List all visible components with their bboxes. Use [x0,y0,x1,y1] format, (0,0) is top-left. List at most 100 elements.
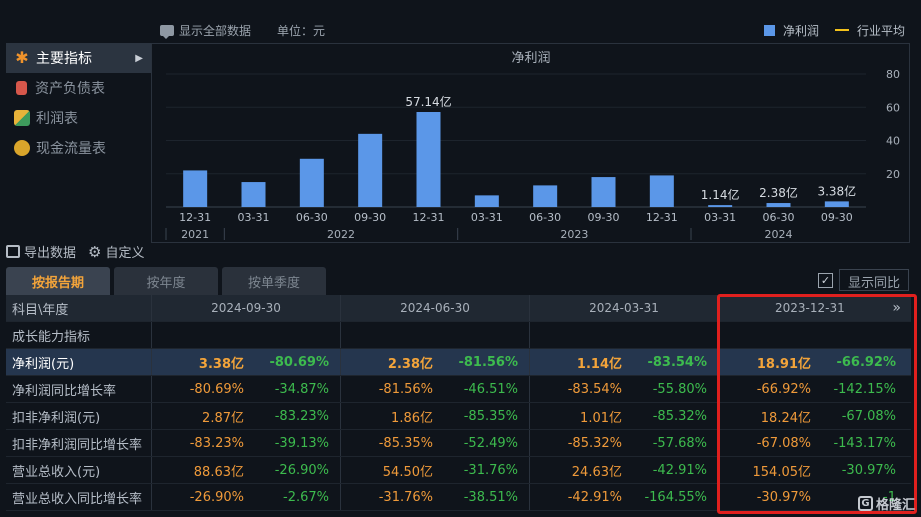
section-label: 成长能力指标 [12,329,91,345]
header-label: 科目\年度 [12,302,69,318]
chart-bar [299,158,324,207]
cube-icon [14,110,30,126]
show-all-data-button[interactable]: 显示全部数据 [160,22,251,39]
tab-by-quarter[interactable]: 按单季度 [222,267,326,295]
row-label: 扣非净利润(元) [12,410,101,426]
header-period: 2024-06-30 [340,295,529,321]
value-cell: -80.69% -34.87% [151,376,340,402]
cell-yoy: -143.17% [833,435,896,451]
x-tick-label: 09-30 [821,211,853,224]
document-icon [16,81,27,95]
value-cell: -42.91% -164.55% [529,484,718,510]
chart-bar [591,177,616,207]
chart-bar [358,133,383,207]
cell-value: 88.63亿 [193,464,244,480]
section-row: 成长能力指标 [6,322,911,349]
x-tick-label: 09-30 [588,211,620,224]
table-row[interactable]: 净利润同比增长率 -80.69% -34.87% -81.56% -46.51% -83.… [6,376,911,403]
cell-yoy: -31.76% [463,462,518,478]
compare-button[interactable]: 显示同比 [838,269,909,291]
chart-bar [708,205,733,207]
empty-cell [151,322,340,348]
comment-icon [160,24,174,39]
cell-yoy: -67.08% [841,408,896,424]
data-label: 3.38亿 [817,183,856,198]
value-cell: -31.76% -38.51% [340,484,529,510]
nav-item-cash-flow[interactable]: 现金流量表 [6,133,151,163]
cell-value: 3.38亿 [198,356,244,372]
tab-by-year[interactable]: 按年度 [114,267,218,295]
data-tools: 导出数据 ⚙ 自定义 [6,242,144,261]
cell-value: -31.76% [378,489,433,505]
nav-item-balance-sheet[interactable]: 资产负债表 [6,73,151,103]
header-period: 2023-12-31 [775,301,845,315]
avg-swatch [834,29,849,31]
cell-yoy: -57.68% [652,435,707,451]
table-row[interactable]: 营业总收入(元) 88.63亿 -26.90% 54.50亿 -31.76% 24.63亿… [6,457,911,484]
value-cell: 88.63亿 -26.90% [151,457,340,483]
x-tick-label: 06-30 [529,211,561,224]
cell-yoy: -26.90% [274,462,329,478]
cell-yoy: -164.55% [644,489,707,505]
year-label: 2022 [327,228,355,241]
cell-value: 2.38亿 [387,356,433,372]
cell-value: -30.97% [756,489,811,505]
cell-value: -42.91% [567,489,622,505]
compare-checkbox[interactable]: ✓ [817,272,833,288]
customize-button[interactable]: ⚙ 自定义 [88,242,144,262]
table-row[interactable]: 扣非净利润(元) 2.87亿 -83.23% 1.86亿 -85.35% 1.01亿 -85… [6,403,911,430]
empty-cell [529,322,718,348]
chart-bar [416,112,441,207]
cell-yoy: -142.15% [833,381,896,397]
value-cell: 18.24亿 -67.08% [718,403,907,429]
data-label: 1.14亿 [701,187,740,202]
cell-yoy: -1 [883,489,896,505]
chart-title: 净利润 [511,51,550,66]
x-tick-label: 12-31 [646,211,678,224]
legend-avg[interactable]: 行业平均 [856,23,905,38]
x-tick-label: 12-31 [179,211,211,224]
nav-item-income-statement[interactable]: 利润表 [6,103,151,133]
cell-yoy: -30.97% [841,462,896,478]
y-tick-label: 60 [886,101,900,114]
chart-bar [766,203,791,207]
cell-yoy: -81.56% [458,354,518,370]
value-cell: -85.35% -52.49% [340,430,529,456]
row-label: 营业总收入同比增长率 [12,491,143,507]
cell-value: -85.32% [567,435,622,451]
cell-value: 54.50亿 [382,464,433,480]
coins-icon [14,140,30,156]
table-row[interactable]: 扣非净利润同比增长率 -83.23% -39.13% -85.35% -52.49% -8… [6,430,911,457]
tab-by-report-period[interactable]: 按报告期 [6,267,110,295]
watermark-logo: G [857,496,873,511]
more-periods-button[interactable]: » [892,300,901,316]
export-data-button[interactable]: 导出数据 [6,242,76,261]
cell-value: 24.63亿 [571,464,622,480]
table-row[interactable]: 营业总收入同比增长率 -26.90% -2.67% -31.76% -38.51% -42… [6,484,911,511]
value-cell: 3.38亿 -80.69% [151,349,340,375]
year-label: 2021 [181,228,209,241]
gear-icon: ⚙ [88,242,102,261]
cell-value: 1.14亿 [576,356,622,372]
header-period: 2024-09-30 [151,295,340,321]
export-label: 导出数据 [24,246,77,261]
value-cell: -83.54% -55.80% [529,376,718,402]
compare-toggle: ✓ 显示同比 [817,269,909,291]
x-tick-label: 12-31 [413,211,445,224]
chart-bar [183,170,208,207]
x-tick-label: 06-30 [763,211,795,224]
legend-series[interactable]: 净利润 [782,23,819,38]
x-tick-label: 03-31 [471,211,503,224]
watermark: G 格隆汇 [857,494,915,513]
nav-item-main-indicators[interactable]: ✱ 主要指标 ▶ [6,43,151,73]
empty-cell [340,322,529,348]
header-period-last: 2023-12-31 » [718,295,907,321]
cell-value: -83.23% [189,435,244,451]
year-label: 2024 [765,228,793,241]
cell-yoy: -55.80% [652,381,707,397]
table-row[interactable]: 净利润(元) 3.38亿 -80.69% 2.38亿 -81.56% 1.14亿 -83.5… [6,349,911,376]
unit-label: 单位：元 [277,23,326,38]
header-period: 2024-03-31 [529,295,718,321]
table-header: 科目\年度 2024-09-30 2024-06-30 2024-03-31 2… [6,295,911,322]
cell-value: -85.35% [378,435,433,451]
